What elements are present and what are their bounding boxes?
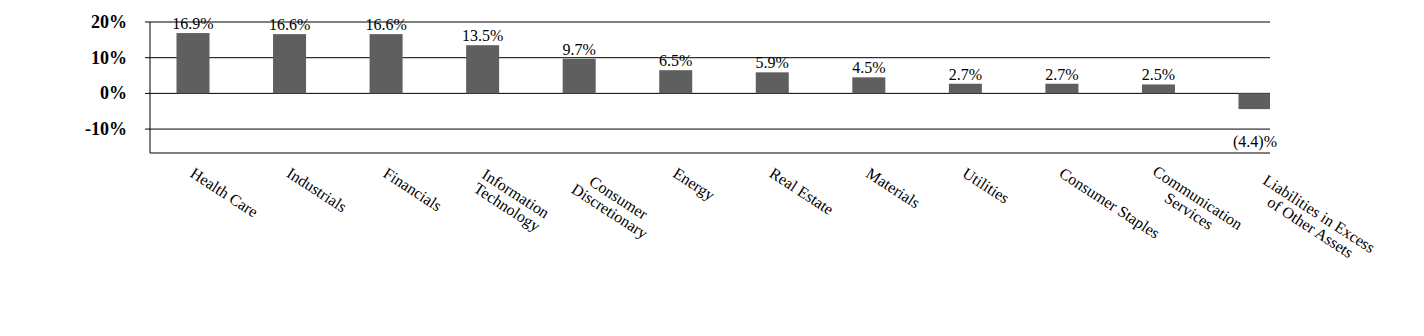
data-label: 5.9%: [756, 54, 789, 71]
x-axis-frame: [150, 153, 1270, 154]
data-label: 2.7%: [1045, 66, 1078, 83]
tick-mark: [145, 93, 150, 94]
category-label-line: of Other Assets: [1264, 193, 1356, 261]
category-label-line: Services: [1162, 189, 1217, 233]
bar: [1142, 84, 1175, 93]
grid: [145, 22, 1270, 129]
tick-label: 0%: [100, 83, 127, 103]
category-label: Financials: [380, 164, 444, 214]
bar: [370, 34, 403, 93]
tick-label: -10%: [85, 119, 127, 139]
bar: [852, 77, 885, 93]
category-label-group: Financials: [380, 164, 444, 214]
category-label: Utilities: [960, 164, 1013, 206]
data-label: 16.9%: [172, 15, 213, 32]
category-labels: Health Care Industrials Financials Informat…: [187, 162, 1378, 269]
grid-line: [150, 57, 1270, 58]
category-label-line: Discretionary: [568, 180, 651, 243]
category-label-line: Communication: [1150, 162, 1246, 232]
grid-line: [150, 129, 1270, 130]
data-label: 2.5%: [1142, 66, 1175, 83]
bar: [1239, 93, 1271, 109]
category-label: Materials: [863, 164, 923, 211]
bar: [466, 45, 499, 93]
category-label-line: Technology: [470, 179, 543, 235]
category-label: InformationTechnology: [470, 166, 553, 236]
category-label: Liabilities in Excessof Other Assets: [1251, 171, 1378, 269]
category-label-group: InformationTechnology: [470, 166, 553, 236]
bar: [273, 34, 306, 93]
chart: 20% 10% 0% -10% 16.9% 16.6% 16.6% 13.5% 9.7% 6.5%…: [0, 0, 1424, 336]
category-label-group: ConsumerDiscretionary: [568, 167, 660, 243]
data-label: 6.5%: [659, 52, 692, 69]
category-label-group: Utilities: [960, 164, 1013, 206]
category-label-group: Real Estate: [767, 164, 837, 218]
category-label: Industrials: [284, 164, 350, 215]
y-axis: [150, 22, 151, 153]
data-label: 13.5%: [462, 27, 503, 44]
data-label: 2.7%: [949, 66, 982, 83]
grid-line: [150, 93, 1270, 94]
category-label: Real Estate: [767, 164, 837, 218]
category-label-group: Energy: [670, 164, 718, 204]
tick-label: 20%: [91, 12, 127, 32]
category-label-group: Health Care: [187, 164, 261, 220]
bar: [756, 72, 789, 93]
category-label-group: CommunicationServices: [1141, 162, 1245, 246]
bar: [1045, 84, 1078, 94]
category-label: Consumer Staples: [1056, 164, 1163, 242]
data-labels: 16.9% 16.6% 16.6% 13.5% 9.7% 6.5% 5.9% 4.5% 2.7%…: [172, 15, 1277, 151]
tick-mark: [145, 22, 150, 23]
category-label: Health Care: [187, 164, 261, 220]
category-label: Energy: [670, 164, 718, 204]
data-label: 16.6%: [269, 16, 310, 33]
category-label: CommunicationServices: [1141, 162, 1245, 246]
category-label-group: Liabilities in Excessof Other Assets: [1251, 171, 1378, 269]
category-label: ConsumerDiscretionary: [568, 167, 660, 243]
category-label-group: Consumer Staples: [1056, 164, 1163, 242]
tick-mark: [145, 129, 150, 130]
bar: [563, 59, 596, 94]
bar: [949, 84, 982, 94]
data-label: 16.6%: [365, 16, 406, 33]
data-label: 4.5%: [852, 59, 885, 76]
data-label: (4.4)%: [1233, 133, 1277, 151]
tick-mark: [145, 57, 150, 58]
bar: [177, 33, 210, 93]
category-label-group: Industrials: [284, 164, 350, 215]
tick-label: 10%: [91, 48, 127, 68]
data-label: 9.7%: [563, 41, 596, 58]
category-label-group: Materials: [863, 164, 923, 211]
bars: [177, 33, 1271, 109]
grid-line: [150, 22, 1270, 23]
bar: [659, 70, 692, 93]
